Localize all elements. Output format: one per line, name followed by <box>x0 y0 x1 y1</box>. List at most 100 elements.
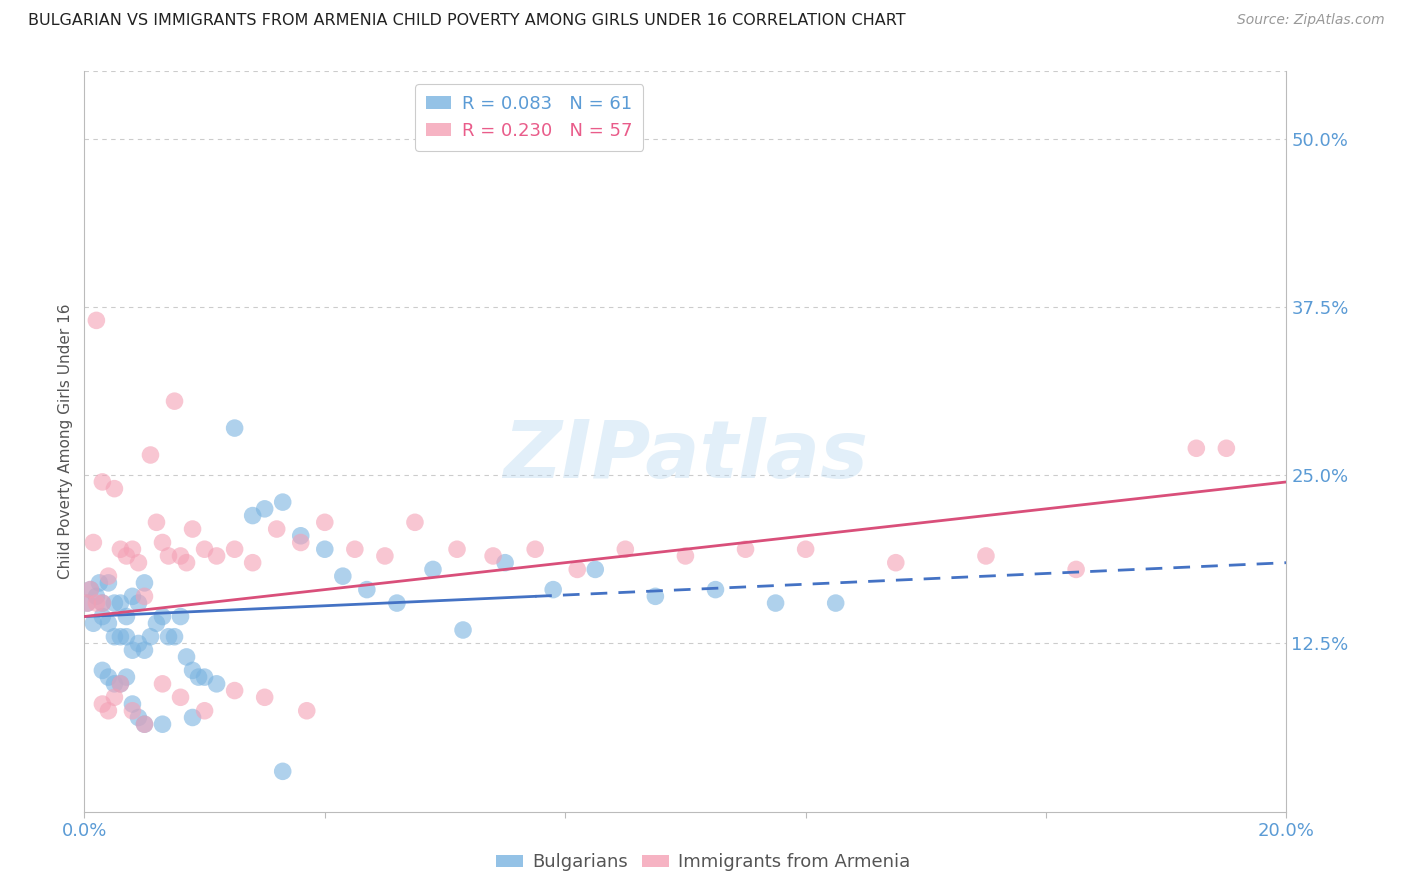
Legend: R = 0.083   N = 61, R = 0.230   N = 57: R = 0.083 N = 61, R = 0.230 N = 57 <box>415 84 644 151</box>
Point <box>145 616 167 631</box>
Point <box>127 596 149 610</box>
Point <box>110 677 132 691</box>
Point <box>332 569 354 583</box>
Point <box>103 482 125 496</box>
Point <box>89 575 111 590</box>
Point <box>205 677 228 691</box>
Point <box>152 677 174 691</box>
Point <box>127 636 149 650</box>
Point <box>134 575 156 590</box>
Point <box>169 609 191 624</box>
Point <box>242 556 264 570</box>
Point <box>1215 442 1237 456</box>
Point <box>127 710 149 724</box>
Point <box>91 596 114 610</box>
Point <box>451 623 474 637</box>
Point <box>494 556 516 570</box>
Legend: Bulgarians, Immigrants from Armenia: Bulgarians, Immigrants from Armenia <box>488 847 918 879</box>
Point <box>152 609 174 624</box>
Point <box>794 542 817 557</box>
Point <box>91 609 114 624</box>
Point <box>79 582 101 597</box>
Point <box>163 394 186 409</box>
Point <box>97 575 120 590</box>
Point <box>103 690 125 705</box>
Point <box>157 549 180 563</box>
Point <box>103 596 125 610</box>
Point <box>97 569 120 583</box>
Point <box>242 508 264 523</box>
Point <box>385 596 408 610</box>
Point <box>115 670 138 684</box>
Point <box>524 542 547 557</box>
Point <box>974 549 997 563</box>
Point <box>97 670 120 684</box>
Point <box>290 535 312 549</box>
Point <box>266 522 288 536</box>
Point <box>1064 562 1087 576</box>
Point <box>314 542 336 557</box>
Point <box>482 549 505 563</box>
Point <box>86 590 108 604</box>
Point <box>734 542 756 557</box>
Text: BULGARIAN VS IMMIGRANTS FROM ARMENIA CHILD POVERTY AMONG GIRLS UNDER 16 CORRELAT: BULGARIAN VS IMMIGRANTS FROM ARMENIA CHI… <box>28 13 905 29</box>
Point <box>644 590 666 604</box>
Y-axis label: Child Poverty Among Girls Under 16: Child Poverty Among Girls Under 16 <box>58 304 73 579</box>
Point <box>163 630 186 644</box>
Point <box>422 562 444 576</box>
Point <box>374 549 396 563</box>
Point <box>76 596 98 610</box>
Point <box>224 683 246 698</box>
Point <box>675 549 697 563</box>
Point <box>614 542 637 557</box>
Point <box>97 616 120 631</box>
Point <box>110 677 132 691</box>
Point <box>103 630 125 644</box>
Point <box>134 717 156 731</box>
Point <box>115 609 138 624</box>
Point <box>567 562 589 576</box>
Point <box>79 582 101 597</box>
Point <box>176 556 198 570</box>
Point <box>103 677 125 691</box>
Point <box>541 582 564 597</box>
Point <box>181 664 204 678</box>
Point <box>157 630 180 644</box>
Point <box>82 535 104 549</box>
Point <box>134 643 156 657</box>
Point <box>145 516 167 530</box>
Point <box>152 535 174 549</box>
Point <box>404 516 426 530</box>
Point <box>91 475 114 489</box>
Point <box>1185 442 1208 456</box>
Point <box>583 562 606 576</box>
Point <box>884 556 907 570</box>
Point <box>121 590 143 604</box>
Point <box>115 630 138 644</box>
Point <box>271 495 294 509</box>
Text: ZIPatlas: ZIPatlas <box>503 417 868 495</box>
Point <box>121 643 143 657</box>
Point <box>97 704 120 718</box>
Point <box>224 421 246 435</box>
Text: Source: ZipAtlas.com: Source: ZipAtlas.com <box>1237 13 1385 28</box>
Point <box>169 690 191 705</box>
Point <box>115 549 138 563</box>
Point <box>205 549 228 563</box>
Point <box>82 616 104 631</box>
Point <box>110 596 132 610</box>
Point <box>86 313 108 327</box>
Point <box>290 529 312 543</box>
Point <box>253 690 276 705</box>
Point <box>271 764 294 779</box>
Point <box>152 717 174 731</box>
Point <box>356 582 378 597</box>
Point <box>704 582 727 597</box>
Point <box>169 549 191 563</box>
Point <box>134 717 156 731</box>
Point <box>76 596 98 610</box>
Point <box>139 448 162 462</box>
Point <box>121 542 143 557</box>
Point <box>91 697 114 711</box>
Point <box>121 697 143 711</box>
